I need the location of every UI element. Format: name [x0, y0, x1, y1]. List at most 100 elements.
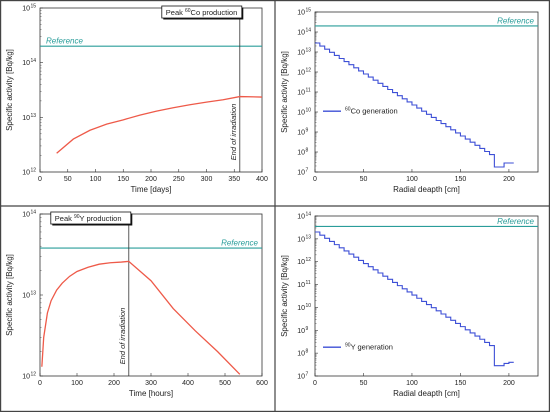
x-tick-label: 600	[256, 380, 268, 387]
y-tick-label: 10	[22, 212, 30, 219]
x-tick-label: 50	[360, 380, 368, 387]
y-tick-label: 10	[22, 170, 30, 177]
y-tick-exponent: 10	[306, 303, 312, 309]
x-tick-label: 100	[406, 176, 418, 183]
x-tick-label: 200	[108, 380, 120, 387]
x-tick-label: 250	[173, 176, 185, 183]
y-tick-exponent: 7	[306, 372, 309, 378]
x-tick-label: 0	[313, 380, 317, 387]
y-tick-exponent: 14	[306, 212, 312, 218]
y-tick-exponent: 14	[31, 210, 37, 216]
y-tick-label: 10	[297, 282, 305, 289]
y-tick-exponent: 11	[306, 280, 311, 286]
y-tick-exponent: 7	[306, 168, 309, 174]
x-tick-label: 50	[64, 176, 72, 183]
y-tick-label: 10	[297, 351, 305, 358]
x-tick-label: 200	[145, 176, 157, 183]
x-tick-label: 200	[503, 380, 515, 387]
y-tick-exponent: 14	[306, 28, 312, 34]
x-tick-label: 400	[256, 176, 268, 183]
y-tick-exponent: 15	[306, 8, 312, 14]
y-tick-exponent: 10	[306, 108, 312, 114]
panel-b-co60-generation: 0 50 100 150 200 10 7 10 8 10 9 10 10 10 11 10 12 10 13 10 1…	[275, 0, 550, 206]
y-tick-exponent: 15	[31, 4, 37, 10]
y-tick-label: 10	[22, 60, 30, 67]
x-tick-label: 150	[117, 176, 129, 183]
reference-label: Reference	[46, 37, 83, 46]
panel-a-co60-production: 0 50 100 150 200 250 300 350 400 10 12 10 13 10 14 10 15…	[0, 0, 275, 206]
y-axis-label: Specific activity [Bq/kg]	[5, 254, 14, 336]
x-tick-label: 0	[38, 380, 42, 387]
annotation-box	[50, 211, 132, 225]
y-tick-label: 10	[22, 115, 30, 122]
annotation-text: Peak 90Y production	[55, 214, 122, 223]
y-tick-exponent: 14	[31, 58, 37, 64]
y-tick-label: 10	[297, 130, 305, 137]
y-tick-label: 10	[297, 236, 305, 243]
y-tick-exponent: 13	[31, 291, 37, 297]
x-tick-label: 350	[228, 176, 240, 183]
y-tick-exponent: 9	[306, 128, 309, 134]
series-step-line	[315, 42, 514, 168]
y-tick-exponent: 8	[306, 349, 309, 355]
series-step-line	[315, 231, 514, 367]
x-tick-label: 150	[455, 176, 467, 183]
y-tick-label: 10	[297, 30, 305, 37]
x-axis-label: Radial deapth [cm]	[393, 185, 460, 194]
y-tick-label: 10	[297, 90, 305, 97]
y-tick-exponent: 9	[306, 326, 309, 332]
y-tick-exponent: 13	[306, 234, 312, 240]
x-axis-label: Radial deapth [cm]	[393, 389, 460, 398]
y-tick-label: 10	[297, 170, 305, 177]
y-axis-label: Specific activity [Bq/kg]	[280, 51, 289, 133]
x-tick-label: 500	[219, 380, 231, 387]
reference-label: Reference	[221, 239, 258, 248]
series-line	[56, 95, 263, 154]
y-tick-exponent: 12	[31, 168, 37, 174]
x-tick-label: 400	[182, 380, 194, 387]
y-tick-label: 10	[22, 6, 30, 13]
y-tick-exponent: 8	[306, 148, 309, 154]
y-axis-label: Specific activity [Bq/kg]	[280, 255, 289, 337]
annotation-box	[161, 5, 243, 19]
legend-label: 90Y generation	[345, 343, 393, 352]
x-tick-label: 0	[313, 176, 317, 183]
legend-label: 60Co generation	[345, 107, 398, 116]
x-tick-label: 100	[71, 380, 83, 387]
y-tick-label: 10	[22, 374, 30, 381]
y-tick-label: 10	[297, 328, 305, 335]
y-tick-label: 10	[297, 70, 305, 77]
y-tick-label: 10	[297, 374, 305, 381]
y-tick-exponent: 13	[31, 113, 37, 119]
x-tick-label: 300	[145, 380, 157, 387]
plot-frame	[314, 11, 539, 173]
reference-label: Reference	[497, 16, 534, 25]
x-axis-label: Time [days]	[130, 185, 171, 194]
y-tick-exponent: 12	[31, 372, 37, 378]
end-of-irradiation-label: End of irradiation	[118, 308, 127, 365]
y-axis-label: Specific activity [Bq/kg]	[5, 49, 14, 131]
plot-frame	[314, 215, 539, 377]
x-tick-label: 200	[503, 176, 515, 183]
series-line	[41, 260, 241, 375]
annotation-text: Peak 60Co production	[166, 8, 237, 17]
y-tick-exponent: 12	[306, 257, 312, 263]
x-tick-label: 100	[406, 380, 418, 387]
y-tick-exponent: 11	[306, 88, 311, 94]
y-tick-label: 10	[22, 293, 30, 300]
end-of-irradiation-label: End of irradiation	[229, 104, 238, 161]
y-tick-label: 10	[297, 305, 305, 312]
y-tick-label: 10	[297, 259, 305, 266]
x-tick-label: 0	[38, 176, 42, 183]
x-tick-label: 50	[360, 176, 368, 183]
reference-label: Reference	[497, 217, 534, 226]
x-tick-label: 300	[201, 176, 213, 183]
y-tick-label: 10	[297, 150, 305, 157]
panel-d-y90-generation: 0 50 100 150 200 10 7 10 8 10 9 10 10 10 11 10 12 10 13 10 1…	[275, 206, 550, 412]
y-tick-label: 10	[297, 110, 305, 117]
y-tick-exponent: 13	[306, 48, 312, 54]
